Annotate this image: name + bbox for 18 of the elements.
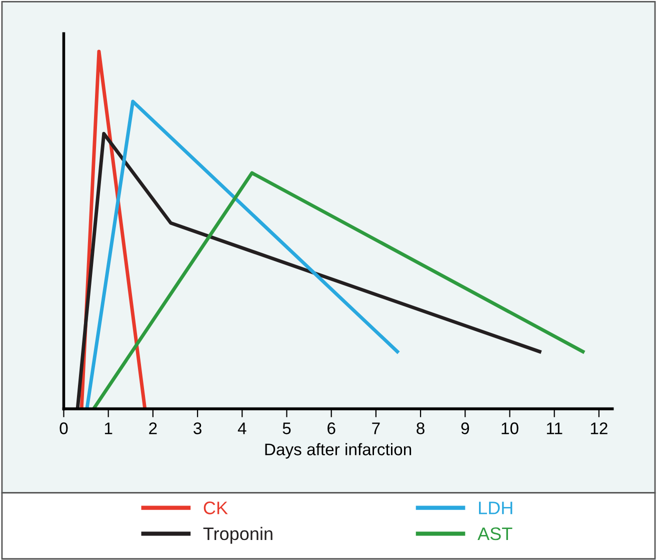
legend-label: LDH [479,502,512,514]
x-tick-label: 6 [328,422,336,434]
x-tick-label: 5 [282,422,291,434]
x-tick-label: 10 [502,422,518,434]
x-tick-label: 11 [546,422,562,434]
x-tick-label: 8 [416,422,424,434]
x-tick-label: 7 [372,422,380,434]
legend-label: CK [204,502,228,514]
legend-label: Troponin [203,526,272,544]
x-axis-title: Days after infarction [265,443,412,459]
x-tick-label: 12 [590,422,608,434]
x-tick-label: 0 [60,422,68,434]
x-tick-label: 1 [104,422,112,434]
x-tick-label: 2 [149,422,157,434]
legend-label: AST [478,527,512,540]
x-tick-label: 3 [194,422,202,434]
x-tick-label: 9 [461,422,469,434]
x-tick-label: 4 [238,422,246,434]
